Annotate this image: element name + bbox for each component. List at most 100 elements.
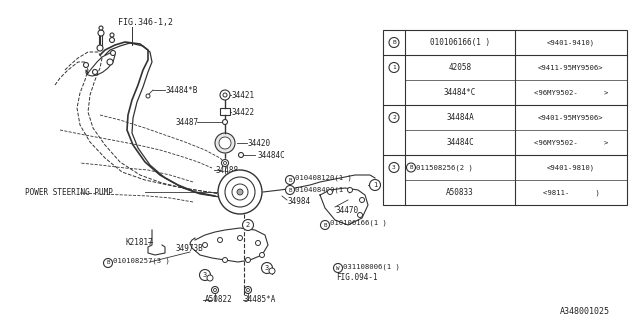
Circle shape bbox=[97, 45, 103, 51]
Text: 34484*C: 34484*C bbox=[444, 88, 476, 97]
Text: K21817: K21817 bbox=[125, 237, 153, 246]
Text: B: B bbox=[409, 165, 413, 170]
Text: 010408400(1 ): 010408400(1 ) bbox=[295, 187, 352, 193]
Text: 1: 1 bbox=[392, 65, 396, 70]
Circle shape bbox=[202, 243, 207, 247]
Circle shape bbox=[285, 186, 294, 195]
Circle shape bbox=[223, 119, 227, 124]
Text: 010408120(1 ): 010408120(1 ) bbox=[295, 175, 352, 181]
Bar bbox=[220, 108, 230, 115]
Circle shape bbox=[223, 93, 227, 97]
Text: <9401-95MY9506>: <9401-95MY9506> bbox=[538, 115, 604, 121]
Text: 34973B: 34973B bbox=[175, 244, 203, 252]
Text: <9401-9410): <9401-9410) bbox=[547, 39, 595, 46]
Text: A50822: A50822 bbox=[205, 295, 233, 305]
Circle shape bbox=[262, 262, 273, 274]
Text: <96MY9502-      >: <96MY9502- > bbox=[534, 90, 608, 95]
Text: 3: 3 bbox=[203, 272, 207, 278]
Circle shape bbox=[285, 175, 294, 185]
Text: 010106166(1 ): 010106166(1 ) bbox=[430, 38, 490, 47]
Text: 34484C: 34484C bbox=[257, 150, 285, 159]
Circle shape bbox=[358, 212, 362, 218]
Text: <9411-95MY9506>: <9411-95MY9506> bbox=[538, 65, 604, 70]
Circle shape bbox=[246, 258, 250, 262]
Circle shape bbox=[259, 252, 264, 258]
Circle shape bbox=[321, 220, 330, 229]
Text: W: W bbox=[336, 266, 340, 270]
Circle shape bbox=[109, 37, 115, 43]
Text: 3: 3 bbox=[392, 165, 396, 170]
Circle shape bbox=[146, 94, 150, 98]
Text: 34984: 34984 bbox=[288, 196, 311, 205]
Text: 34484*B: 34484*B bbox=[165, 85, 197, 94]
Circle shape bbox=[237, 236, 243, 241]
Text: FIG.346-1,2: FIG.346-1,2 bbox=[118, 18, 173, 27]
Text: 34420: 34420 bbox=[248, 139, 271, 148]
Circle shape bbox=[223, 162, 227, 164]
Circle shape bbox=[389, 62, 399, 73]
Circle shape bbox=[255, 241, 260, 245]
Text: 031108006(1 ): 031108006(1 ) bbox=[343, 264, 400, 270]
Text: 010108257(3 ): 010108257(3 ) bbox=[113, 258, 170, 264]
Text: 34421: 34421 bbox=[232, 91, 255, 100]
Text: 2: 2 bbox=[392, 115, 396, 120]
Text: 34487: 34487 bbox=[175, 117, 198, 126]
Text: B: B bbox=[323, 222, 327, 228]
Circle shape bbox=[269, 268, 275, 274]
Circle shape bbox=[207, 275, 213, 281]
Text: B: B bbox=[106, 260, 109, 266]
Circle shape bbox=[93, 69, 97, 75]
Circle shape bbox=[239, 153, 243, 157]
Text: 3: 3 bbox=[265, 265, 269, 271]
Circle shape bbox=[99, 26, 103, 30]
Text: <9401-9810): <9401-9810) bbox=[547, 164, 595, 171]
Circle shape bbox=[389, 113, 399, 123]
Text: <9811-      ): <9811- ) bbox=[543, 189, 600, 196]
Circle shape bbox=[221, 159, 228, 166]
Circle shape bbox=[111, 51, 115, 55]
Text: FIG.094-1: FIG.094-1 bbox=[336, 274, 378, 283]
Bar bbox=[383, 30, 627, 205]
Circle shape bbox=[98, 30, 104, 36]
Text: 1: 1 bbox=[373, 182, 377, 188]
Text: 2: 2 bbox=[246, 222, 250, 228]
Circle shape bbox=[219, 137, 231, 149]
Text: 34488: 34488 bbox=[215, 165, 238, 174]
Circle shape bbox=[389, 37, 399, 47]
Text: 42058: 42058 bbox=[449, 63, 472, 72]
Circle shape bbox=[110, 33, 114, 37]
Text: 34470: 34470 bbox=[335, 205, 358, 214]
Circle shape bbox=[104, 259, 113, 268]
Text: B: B bbox=[392, 40, 396, 45]
Circle shape bbox=[218, 237, 223, 243]
Text: B: B bbox=[288, 178, 292, 182]
Circle shape bbox=[83, 62, 88, 68]
Circle shape bbox=[107, 59, 113, 65]
Circle shape bbox=[218, 170, 262, 214]
Circle shape bbox=[348, 188, 353, 193]
Circle shape bbox=[225, 177, 255, 207]
Text: 011508256(2 ): 011508256(2 ) bbox=[416, 164, 473, 171]
Text: 34484C: 34484C bbox=[446, 138, 474, 147]
Circle shape bbox=[406, 163, 415, 172]
Circle shape bbox=[237, 189, 243, 195]
Circle shape bbox=[246, 289, 250, 292]
Circle shape bbox=[243, 220, 253, 230]
Circle shape bbox=[328, 189, 333, 195]
Text: <96MY9502-      >: <96MY9502- > bbox=[534, 140, 608, 146]
Circle shape bbox=[223, 258, 227, 262]
Circle shape bbox=[360, 197, 365, 203]
Text: 010106166(1 ): 010106166(1 ) bbox=[330, 220, 387, 226]
Circle shape bbox=[244, 286, 252, 293]
Text: POWER STEERING PUMP: POWER STEERING PUMP bbox=[25, 188, 113, 196]
Circle shape bbox=[232, 184, 248, 200]
Circle shape bbox=[389, 163, 399, 172]
Circle shape bbox=[211, 286, 218, 293]
Circle shape bbox=[220, 90, 230, 100]
Circle shape bbox=[215, 133, 235, 153]
Text: 34484A: 34484A bbox=[446, 113, 474, 122]
Circle shape bbox=[369, 180, 381, 190]
Circle shape bbox=[214, 289, 216, 292]
Text: 34422: 34422 bbox=[232, 108, 255, 116]
Circle shape bbox=[200, 269, 211, 281]
